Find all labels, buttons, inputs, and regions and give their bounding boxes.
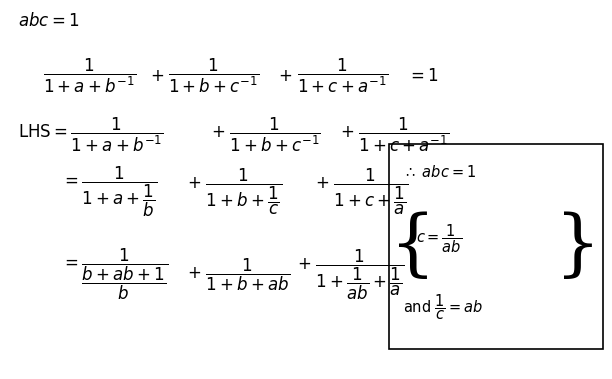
Text: $+$: $+$ [278, 67, 293, 85]
Text: {: { [390, 211, 436, 282]
Text: $+\; \dfrac{1}{1+b+\dfrac{1}{c}}$: $+\; \dfrac{1}{1+b+\dfrac{1}{c}}$ [187, 166, 282, 217]
Text: $c = \dfrac{1}{ab}$: $c = \dfrac{1}{ab}$ [416, 222, 463, 255]
Text: $+\; \dfrac{1}{1+b+c^{-1}}$: $+\; \dfrac{1}{1+b+c^{-1}}$ [211, 115, 321, 154]
Text: $\dfrac{1}{1+b+c^{-1}}$: $\dfrac{1}{1+b+c^{-1}}$ [168, 56, 260, 95]
Text: $= \dfrac{1}{1+a+\dfrac{1}{b}}$: $= \dfrac{1}{1+a+\dfrac{1}{b}}$ [61, 164, 158, 219]
Text: $+\; \dfrac{1}{1+\dfrac{1}{ab}+\dfrac{1}{a}}$: $+\; \dfrac{1}{1+\dfrac{1}{ab}+\dfrac{1}… [297, 247, 404, 302]
Text: $\dfrac{1}{1+c+a^{-1}}$: $\dfrac{1}{1+c+a^{-1}}$ [297, 56, 388, 95]
Text: $+$: $+$ [150, 67, 164, 85]
Text: $\therefore\; abc = 1$: $\therefore\; abc = 1$ [403, 164, 476, 180]
Text: $\mathrm{and}\; \dfrac{1}{c} = ab$: $\mathrm{and}\; \dfrac{1}{c} = ab$ [403, 292, 483, 322]
Text: }: } [555, 211, 601, 282]
Text: $+\; \dfrac{1}{1+c+a^{-1}}$: $+\; \dfrac{1}{1+c+a^{-1}}$ [340, 115, 449, 154]
Text: $= \dfrac{1}{\dfrac{b+ab+1}{b}}$: $= \dfrac{1}{\dfrac{b+ab+1}{b}}$ [61, 247, 168, 302]
Text: $\dfrac{1}{1+a+b^{-1}}$: $\dfrac{1}{1+a+b^{-1}}$ [43, 56, 136, 95]
Text: $\mathrm{LHS} = \dfrac{1}{1+a+b^{-1}}$: $\mathrm{LHS} = \dfrac{1}{1+a+b^{-1}}$ [18, 115, 164, 154]
Bar [389, 144, 603, 349]
Text: $+\; \dfrac{1}{1+b+ab}$: $+\; \dfrac{1}{1+b+ab}$ [187, 257, 289, 293]
Text: $+\; \dfrac{1}{1+c+\dfrac{1}{a}}$: $+\; \dfrac{1}{1+c+\dfrac{1}{a}}$ [315, 166, 409, 217]
Text: $= 1$: $= 1$ [407, 67, 439, 85]
Text: $abc = 1$: $abc = 1$ [18, 12, 80, 30]
